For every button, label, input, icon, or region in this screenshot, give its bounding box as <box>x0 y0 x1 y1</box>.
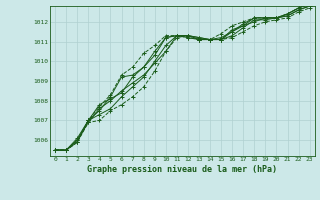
X-axis label: Graphe pression niveau de la mer (hPa): Graphe pression niveau de la mer (hPa) <box>87 165 277 174</box>
